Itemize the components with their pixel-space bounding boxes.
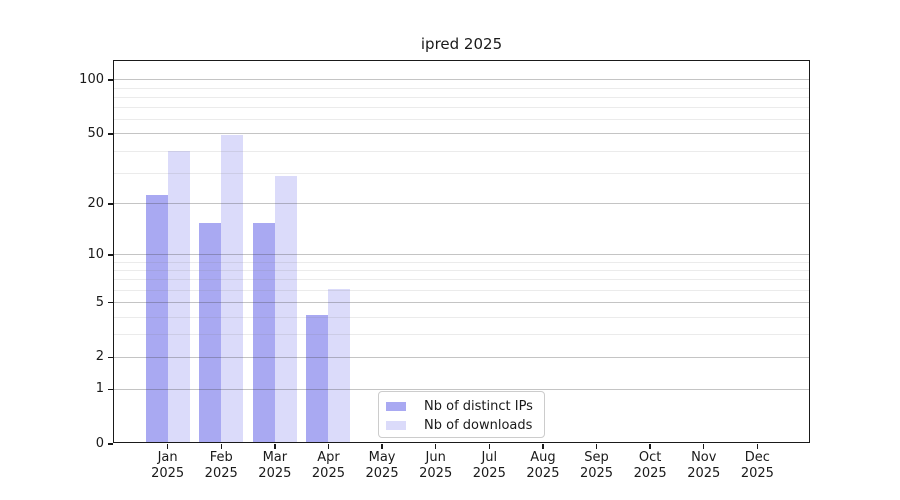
x-tick-mark xyxy=(327,443,330,449)
x-tick-mark xyxy=(434,443,437,449)
y-tick-label: 10 xyxy=(87,246,104,262)
y-tick-label: 1 xyxy=(95,381,104,397)
y-tick-mark xyxy=(107,254,113,256)
legend-swatch-downloads xyxy=(386,421,406,430)
gridline-major xyxy=(114,203,809,205)
y-tick-label: 20 xyxy=(87,195,104,211)
gridline-minor xyxy=(114,107,809,109)
gridline-minor xyxy=(114,261,809,263)
gridline-minor xyxy=(114,150,809,152)
x-tick-mark xyxy=(649,443,651,449)
x-tick-label: Mar 2025 xyxy=(258,450,292,481)
bar-downloads xyxy=(221,135,244,442)
y-tick-mark xyxy=(107,203,113,205)
gridline-major xyxy=(114,254,809,256)
x-tick-label: Aug 2025 xyxy=(526,450,560,481)
x-tick-label: Jun 2025 xyxy=(419,450,453,481)
y-tick-mark xyxy=(107,443,113,445)
bar-distinct-ips xyxy=(199,223,222,442)
gridline-minor xyxy=(114,334,809,336)
legend-item-downloads: Nb of downloads xyxy=(386,416,544,435)
x-tick-mark xyxy=(381,443,383,449)
bar-distinct-ips xyxy=(306,315,329,442)
y-tick-label: 2 xyxy=(95,349,104,365)
legend-label-downloads: Nb of downloads xyxy=(424,417,533,433)
x-tick-mark xyxy=(542,443,544,449)
x-tick-label: Apr 2025 xyxy=(311,450,345,481)
y-tick-label: 0 xyxy=(95,436,104,451)
x-tick-label: Oct 2025 xyxy=(633,450,667,481)
gridline-minor xyxy=(114,270,809,272)
gridline-major xyxy=(114,356,809,358)
x-tick-label: Nov 2025 xyxy=(687,450,721,481)
y-tick-label: 100 xyxy=(79,71,104,87)
y-tick-mark xyxy=(107,388,113,391)
bar-distinct-ips xyxy=(145,194,168,442)
x-tick-label: Jul 2025 xyxy=(472,450,506,481)
gridline-minor xyxy=(114,290,809,292)
legend-item-distinct-ips: Nb of distinct IPs xyxy=(386,397,544,416)
plot-area: 0 1 2 5 10 20 50 100 Jan 2025 Feb 2025 Mar 2025 Apr… xyxy=(79,60,810,481)
x-tick-label: May 2025 xyxy=(365,450,399,481)
x-tick-label: Sep 2025 xyxy=(579,450,614,481)
x-tick-mark xyxy=(488,443,490,449)
y-tick-label: 5 xyxy=(95,294,104,310)
bar-downloads xyxy=(328,288,351,442)
legend: Nb of distinct IPs Nb of downloads xyxy=(378,391,545,438)
x-tick-mark xyxy=(166,443,169,449)
gridline-major xyxy=(114,302,809,304)
y-tick-mark xyxy=(107,79,113,81)
gridline-minor xyxy=(114,96,809,98)
gridline-major xyxy=(114,388,809,390)
gridline-minor xyxy=(114,172,809,174)
bar-downloads xyxy=(167,151,190,442)
y-tick-mark xyxy=(107,356,113,359)
x-tick-label: Feb 2025 xyxy=(204,450,238,481)
x-tick-mark xyxy=(595,443,598,449)
legend-label-distinct-ips: Nb of distinct IPs xyxy=(424,398,533,414)
gridline-major xyxy=(114,79,809,81)
x-tick-mark xyxy=(703,443,705,449)
legend-swatch-distinct-ips xyxy=(386,402,406,411)
x-tick-mark xyxy=(274,443,276,449)
x-tick-mark xyxy=(220,443,222,449)
x-tick-label: Dec 2025 xyxy=(740,450,774,481)
gridline-minor xyxy=(114,87,809,89)
y-tick-mark xyxy=(107,301,113,304)
x-tick-mark xyxy=(756,443,759,449)
bar-distinct-ips xyxy=(252,223,275,442)
y-tick-mark xyxy=(107,133,113,135)
y-tick-label: 50 xyxy=(87,125,104,141)
x-tick-label: Jan 2025 xyxy=(151,450,185,481)
gridline-minor xyxy=(114,316,809,318)
gridline-major xyxy=(114,133,809,135)
gridline-minor xyxy=(114,119,809,121)
bar-downloads xyxy=(274,176,297,442)
chart-title: ipred 2025 xyxy=(420,35,503,53)
gridline-minor xyxy=(114,279,809,281)
